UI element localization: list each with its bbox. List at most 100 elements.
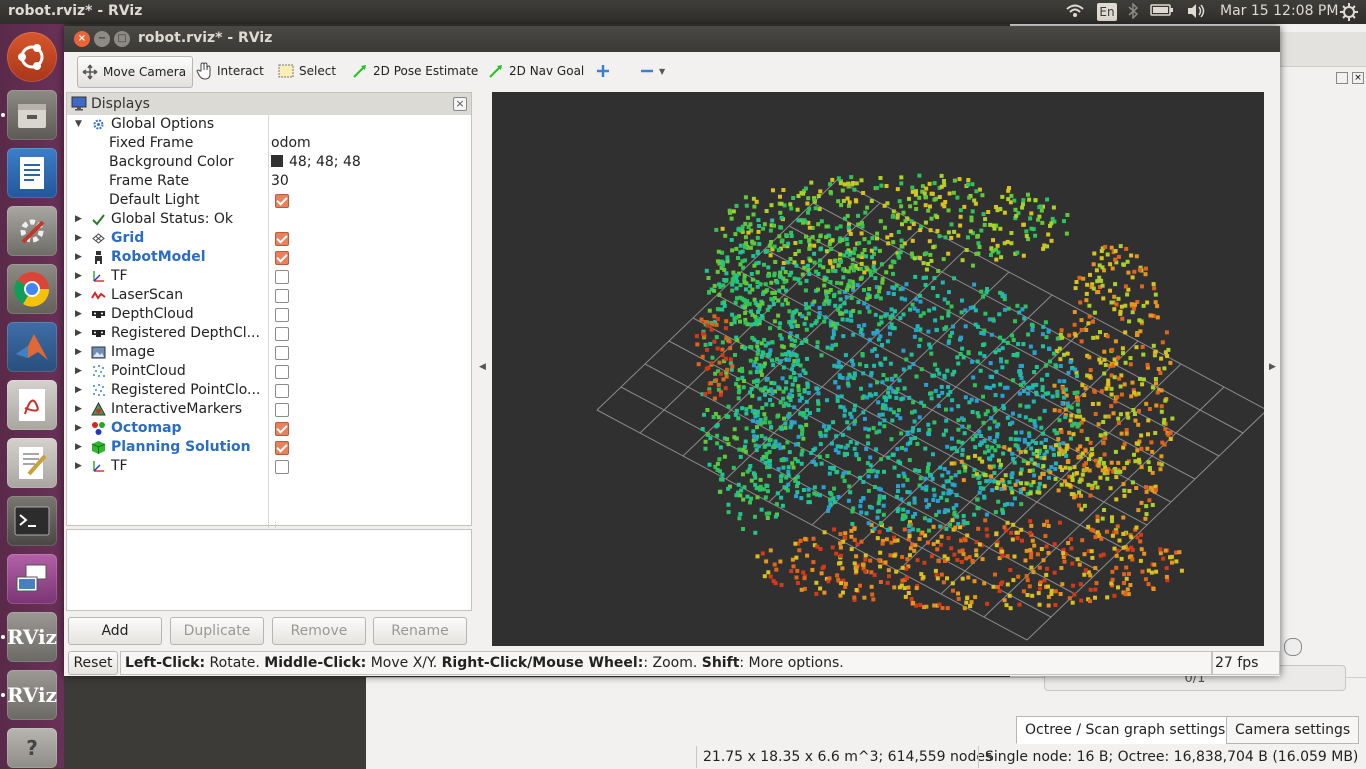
unknown-app-icon[interactable]: ? bbox=[7, 728, 57, 768]
minimize-window-icon[interactable]: − bbox=[94, 31, 110, 47]
expand-arrow-right-icon[interactable]: ▶ bbox=[75, 328, 82, 338]
window-titlebar[interactable]: × − □ robot.rviz* - RViz bbox=[64, 26, 1280, 52]
expand-arrow-right-icon[interactable]: ▶ bbox=[75, 366, 82, 376]
enable-checkbox[interactable] bbox=[275, 384, 289, 398]
enable-checkbox[interactable] bbox=[275, 327, 289, 341]
matlab-icon[interactable] bbox=[7, 322, 57, 372]
display-row[interactable]: ▶ Image bbox=[67, 343, 471, 362]
clock[interactable]: Mar 15 12:08 PM bbox=[1220, 3, 1339, 19]
enable-checkbox[interactable] bbox=[275, 194, 289, 208]
terminal-icon[interactable] bbox=[7, 496, 57, 546]
system-gear-icon[interactable] bbox=[1340, 3, 1358, 25]
display-row[interactable]: Fixed Frame odom bbox=[67, 134, 471, 153]
display-row[interactable]: ▶ Registered DepthCl... bbox=[67, 324, 471, 343]
collapse-right-arrow-icon[interactable]: ▶ bbox=[1269, 362, 1276, 372]
enable-checkbox[interactable] bbox=[275, 460, 289, 474]
display-row[interactable]: ▶ PointCloud bbox=[67, 362, 471, 381]
display-row[interactable]: Default Light bbox=[67, 191, 471, 210]
display-row[interactable]: ▶ TF bbox=[67, 267, 471, 286]
display-row[interactable]: Background Color 48; 48; 48 bbox=[67, 153, 471, 172]
tool-interact[interactable]: Interact bbox=[192, 56, 268, 86]
add-tool-button[interactable] bbox=[592, 56, 614, 86]
close-window-icon[interactable]: × bbox=[74, 31, 90, 47]
display-row-value[interactable]: 48; 48; 48 bbox=[271, 153, 361, 172]
display-row[interactable]: ▶ TF bbox=[67, 457, 471, 476]
expand-arrow-right-icon[interactable]: ▶ bbox=[75, 271, 82, 281]
collapse-left-arrow-icon[interactable]: ◀ bbox=[479, 362, 486, 372]
tab-octree-settings[interactable]: Octree / Scan graph settings bbox=[1016, 716, 1235, 744]
rename-display-button[interactable]: Rename bbox=[373, 617, 467, 645]
enable-checkbox[interactable] bbox=[275, 346, 289, 360]
battery-icon[interactable] bbox=[1150, 3, 1174, 21]
expand-arrow-right-icon[interactable]: ▶ bbox=[75, 461, 82, 471]
display-row[interactable]: ▼ Global Options bbox=[67, 115, 471, 134]
expand-arrow-right-icon[interactable]: ▶ bbox=[75, 423, 82, 433]
wifi-icon[interactable] bbox=[1066, 3, 1084, 23]
tab-camera-settings[interactable]: Camera settings bbox=[1226, 716, 1360, 744]
display-row[interactable]: ▶ LaserScan bbox=[67, 286, 471, 305]
display-row[interactable]: ▶ Grid bbox=[67, 229, 471, 248]
color-swatch[interactable] bbox=[271, 155, 283, 167]
enable-checkbox[interactable] bbox=[275, 270, 289, 284]
files-icon[interactable] bbox=[7, 90, 57, 140]
expand-arrow-down-icon[interactable]: ▼ bbox=[75, 119, 82, 129]
display-row[interactable]: ▶ RobotModel bbox=[67, 248, 471, 267]
enable-checkbox[interactable] bbox=[275, 441, 289, 455]
expand-arrow-right-icon[interactable]: ▶ bbox=[75, 385, 82, 395]
display-row-value[interactable]: odom bbox=[271, 134, 311, 153]
volume-icon[interactable] bbox=[1186, 3, 1206, 23]
writer-icon[interactable] bbox=[7, 148, 57, 198]
expand-arrow-right-icon[interactable]: ▶ bbox=[75, 442, 82, 452]
expand-arrow-right-icon[interactable]: ▶ bbox=[75, 233, 82, 243]
enable-checkbox[interactable] bbox=[275, 422, 289, 436]
tool-2d-pose-estimate[interactable]: 2D Pose Estimate bbox=[348, 56, 482, 86]
render-viewport[interactable] bbox=[492, 92, 1264, 646]
tool-select[interactable]: Select bbox=[274, 56, 340, 86]
keyboard-layout-indicator[interactable]: En bbox=[1097, 3, 1117, 21]
reset-view-button[interactable]: Reset bbox=[68, 651, 118, 675]
close-panel-icon[interactable]: × bbox=[453, 97, 467, 111]
expand-arrow-right-icon[interactable]: ▶ bbox=[75, 347, 82, 357]
display-row[interactable]: ▶ Registered PointClo... bbox=[67, 381, 471, 400]
expand-arrow-right-icon[interactable]: ▶ bbox=[75, 404, 82, 414]
display-row-value[interactable]: 30 bbox=[271, 172, 289, 191]
expand-arrow-right-icon[interactable]: ▶ bbox=[75, 290, 82, 300]
tool-2d-nav-goal[interactable]: 2D Nav Goal bbox=[484, 56, 588, 86]
display-row[interactable]: ▶ DepthCloud bbox=[67, 305, 471, 324]
display-row[interactable]: Frame Rate 30 bbox=[67, 172, 471, 191]
text-editor-icon[interactable] bbox=[7, 438, 57, 488]
close-dock-icon[interactable]: × bbox=[1352, 72, 1364, 84]
enable-checkbox[interactable] bbox=[275, 403, 289, 417]
column-divider[interactable] bbox=[268, 115, 269, 523]
pdf-reader-icon[interactable] bbox=[7, 380, 57, 430]
display-row[interactable]: ▶ Planning Solution bbox=[67, 438, 471, 457]
settings-icon[interactable] bbox=[7, 206, 57, 256]
expand-arrow-right-icon[interactable]: ▶ bbox=[75, 252, 82, 262]
expand-arrow-right-icon[interactable]: ▶ bbox=[75, 214, 82, 224]
display-row[interactable]: ▶ InteractiveMarkers bbox=[67, 400, 471, 419]
splitter-handle[interactable]: ⋮⋮ bbox=[265, 521, 279, 529]
float-dock-icon[interactable] bbox=[1336, 72, 1348, 84]
top-panel: robot.rviz* - RViz En Mar 15 12:08 PM bbox=[0, 0, 1366, 24]
enable-checkbox[interactable] bbox=[275, 232, 289, 246]
rviz-icon[interactable]: RViz bbox=[7, 612, 57, 662]
remove-tool-button[interactable]: ▼ bbox=[636, 56, 669, 86]
maximize-window-icon[interactable]: □ bbox=[114, 31, 130, 47]
display-row[interactable]: ▶ Octomap bbox=[67, 419, 471, 438]
enable-checkbox[interactable] bbox=[275, 308, 289, 322]
enable-checkbox[interactable] bbox=[275, 251, 289, 265]
remove-display-button[interactable]: Remove bbox=[272, 617, 366, 645]
enable-checkbox[interactable] bbox=[275, 289, 289, 303]
expand-arrow-right-icon[interactable]: ▶ bbox=[75, 309, 82, 319]
enable-checkbox[interactable] bbox=[275, 365, 289, 379]
media-next-icon[interactable] bbox=[1284, 638, 1302, 656]
display-row[interactable]: ▶ Global Status: Ok bbox=[67, 210, 471, 229]
tool-move-camera[interactable]: Move Camera bbox=[77, 56, 193, 88]
ubuntu-dash-icon[interactable] bbox=[7, 32, 57, 82]
add-display-button[interactable]: Add bbox=[68, 617, 162, 645]
remote-desktop-icon[interactable] bbox=[7, 554, 57, 604]
bluetooth-icon[interactable] bbox=[1128, 2, 1139, 23]
chrome-icon[interactable] bbox=[7, 264, 57, 314]
duplicate-display-button[interactable]: Duplicate bbox=[170, 617, 264, 645]
rviz-icon[interactable]: RViz bbox=[7, 670, 57, 720]
